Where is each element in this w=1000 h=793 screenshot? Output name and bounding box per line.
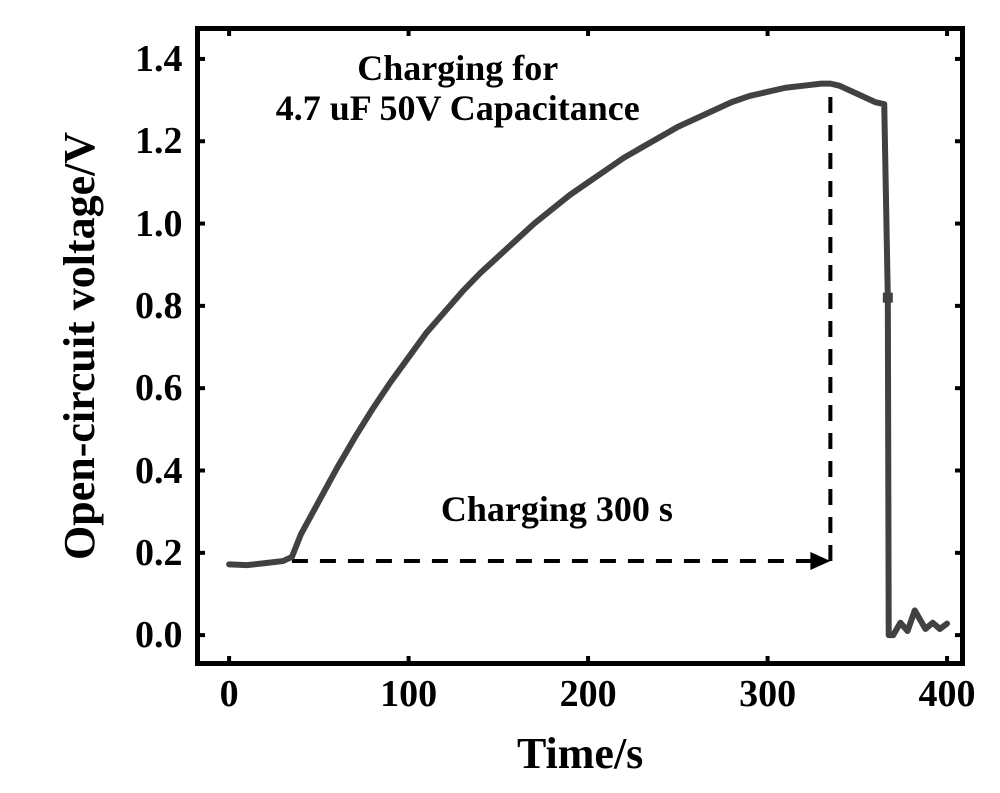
y-tick-label: 0.0 xyxy=(135,613,183,657)
chart-title-line-2: 4.7 uF 50V Capacitance xyxy=(276,87,640,129)
x-tick-label: 200 xyxy=(560,672,617,716)
figure: Open-circuit voltage/V Time/s Charging f… xyxy=(0,0,1000,793)
y-tick-label: 0.6 xyxy=(135,366,183,410)
x-axis-label: Time/s xyxy=(517,728,643,779)
chart-title-line-1: Charging for xyxy=(357,47,558,89)
y-tick-label: 0.2 xyxy=(135,531,183,575)
y-tick-label: 1.4 xyxy=(135,37,183,81)
x-tick-label: 100 xyxy=(380,672,437,716)
x-tick-label: 400 xyxy=(919,672,976,716)
y-axis-label: Open-circuit voltage/V xyxy=(54,132,105,560)
x-tick-label: 0 xyxy=(220,672,239,716)
y-tick-label: 0.8 xyxy=(135,284,183,328)
y-tick-label: 1.2 xyxy=(135,119,183,163)
y-tick-label: 0.4 xyxy=(135,449,183,493)
charging-duration-label: Charging 300 s xyxy=(441,488,673,530)
x-tick-label: 300 xyxy=(739,672,796,716)
y-tick-label: 1.0 xyxy=(135,202,183,246)
